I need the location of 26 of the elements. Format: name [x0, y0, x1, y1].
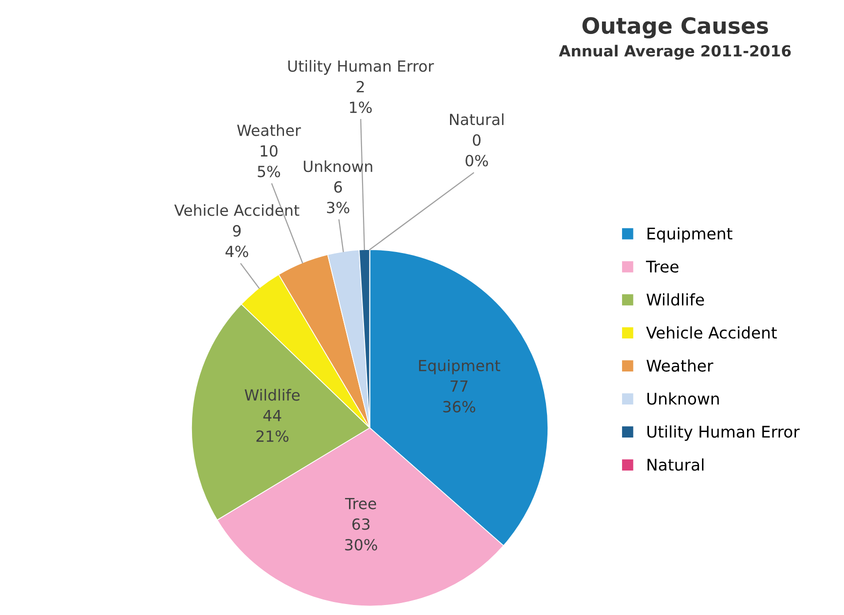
category-label: Natural: [450, 113, 504, 126]
data-label: 10 5%: [258, 145, 280, 178]
slice-label: Unknown: [304, 160, 372, 172]
data-label: 77 36%: [443, 380, 476, 412]
data-label: 9 4%: [226, 225, 248, 258]
legend-label: Unknown: [647, 392, 719, 405]
legend-label: Natural: [648, 458, 704, 471]
data-label: 6 3%: [327, 181, 350, 214]
data-label: 2 1%: [350, 80, 372, 114]
slice-label: Utility Human Error: [288, 60, 434, 75]
chart-title: Outage Causes: [582, 17, 768, 38]
legend-label: Wildlife: [646, 293, 704, 306]
legend-label: Weather: [646, 359, 714, 372]
text: 0 0%: [466, 134, 488, 166]
legend-label: Vehicle Accident: [646, 326, 777, 339]
data-label: 44 21%: [256, 410, 288, 442]
legend-label: Equipment: [648, 227, 732, 243]
slice-label: Tree: [345, 498, 376, 510]
chart-subtitle: Annual Average 2011-2016: [558, 44, 791, 60]
slice-label: Wildlife: [244, 388, 300, 401]
data-label: 63 30%: [345, 518, 378, 550]
legend-label: Tree: [646, 260, 678, 273]
slice-label: Vehicle Accident: [174, 204, 300, 216]
slice-label: Equipment: [419, 359, 500, 374]
slice-label: Weather: [237, 124, 301, 136]
legend-label: Utility Human Error: [647, 425, 800, 441]
